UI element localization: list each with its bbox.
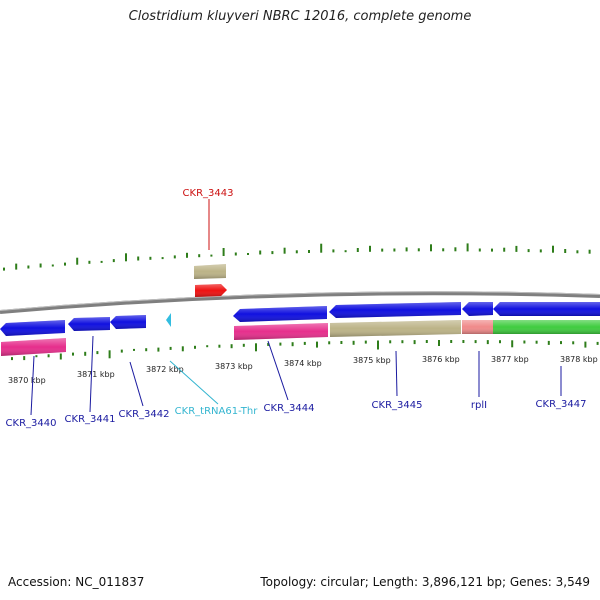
topology-text: Topology: circular; Length: 3,896,121 bp…: [260, 575, 590, 589]
feature-ckr-3444-forward[interactable]: [233, 306, 327, 322]
feature-ckr-3443[interactable]: [195, 284, 227, 297]
scale-label: 3876 kbp: [422, 355, 460, 364]
gene-label-ckr-3445[interactable]: CKR_3445: [372, 400, 423, 411]
gc-content-track-inner: [11, 340, 599, 361]
gene-label-ckr-3442[interactable]: CKR_3442: [119, 409, 170, 420]
scale-label: 3875 kbp: [353, 356, 391, 365]
feature-rpli-category[interactable]: [462, 320, 493, 334]
gene-label-ckr-3440[interactable]: CKR_3440: [6, 418, 57, 429]
scale-label: 3874 kbp: [284, 359, 322, 368]
gene-label-ckr-3443[interactable]: CKR_3443: [183, 188, 234, 199]
scale-label: 3878 kbp: [560, 355, 598, 364]
feature-ckr-3443-olive[interactable]: [194, 264, 226, 279]
genome-backbone: [0, 291, 600, 314]
feature-ckr-3445-forward[interactable]: [329, 302, 461, 318]
leader-lines: [30, 199, 562, 416]
scale-label: 3877 kbp: [491, 355, 529, 364]
gene-label-ckr-3444[interactable]: CKR_3444: [264, 403, 315, 414]
genome-title: Clostridium kluyveri NBRC 12016, complet…: [128, 9, 472, 24]
gene-label-ckr-3441[interactable]: CKR_3441: [65, 414, 116, 425]
gene-label-ckr-trna61-thr[interactable]: CKR_tRNA61-Thr: [175, 406, 259, 417]
gc-content-track-outer: [3, 243, 591, 271]
scale-labels: 3870 kbp 3871 kbp 3872 kbp 3873 kbp 3874…: [8, 355, 598, 385]
feature-ckr-3440-forward[interactable]: [0, 320, 65, 336]
accession-text: Accession: NC_011837: [8, 575, 145, 589]
gene-label-ckr-3447[interactable]: CKR_3447: [536, 399, 587, 410]
feature-rpli-forward[interactable]: [462, 302, 493, 316]
genome-backbone-highlight: [0, 291, 600, 311]
gene-labels: CKR_3443 CKR_3440 CKR_3441 CKR_3442 CKR_…: [6, 188, 587, 429]
scale-label: 3870 kbp: [8, 376, 46, 385]
feature-ckr-3447-category[interactable]: [493, 320, 600, 334]
feature-ckr-3444-category[interactable]: [234, 323, 328, 340]
feature-ckr-3441[interactable]: [68, 317, 110, 331]
gene-label-rpli[interactable]: rplI: [471, 400, 487, 411]
scale-label: 3873 kbp: [215, 362, 253, 371]
feature-ckr-3445-category[interactable]: [330, 320, 461, 337]
feature-ckr-3447-forward[interactable]: [493, 302, 600, 316]
scale-label: 3871 kbp: [77, 370, 115, 379]
feature-ckr-3442[interactable]: [110, 315, 146, 329]
scale-label: 3872 kbp: [146, 365, 184, 374]
feature-ckr-3440-category[interactable]: [1, 338, 66, 356]
feature-ckr-trna61-thr[interactable]: [166, 313, 171, 327]
